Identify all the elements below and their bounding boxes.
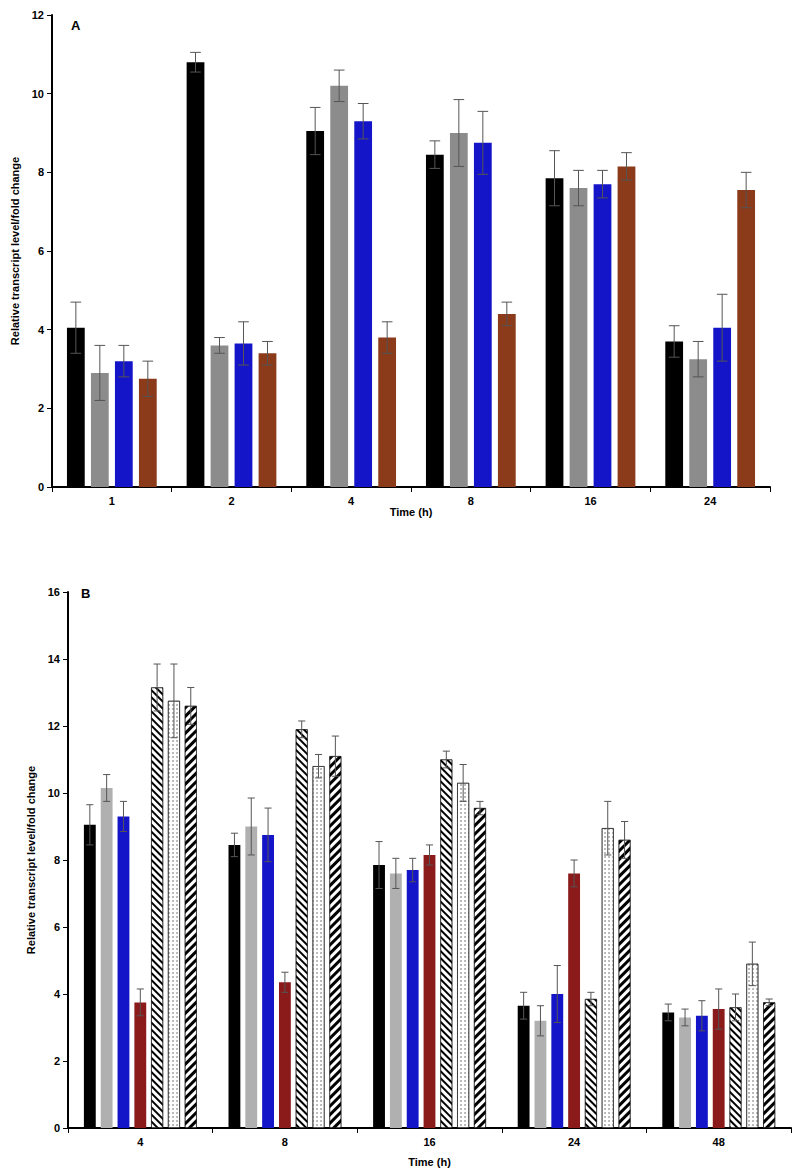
svg-text:1: 1 [109, 495, 115, 507]
svg-text:16: 16 [423, 1136, 435, 1148]
svg-text:Relative transcript level/fold: Relative transcript level/fold change [9, 157, 21, 345]
svg-text:12: 12 [32, 9, 44, 21]
svg-text:8: 8 [38, 166, 44, 178]
svg-text:4: 4 [348, 495, 355, 507]
svg-text:0: 0 [54, 1122, 60, 1134]
svg-text:Time (h): Time (h) [390, 506, 433, 518]
svg-text:0: 0 [38, 481, 44, 493]
svg-text:4: 4 [38, 324, 45, 336]
svg-text:10: 10 [32, 88, 44, 100]
svg-text:6: 6 [38, 245, 44, 257]
svg-text:2: 2 [54, 1055, 60, 1067]
svg-text:2: 2 [38, 402, 44, 414]
svg-text:4: 4 [137, 1136, 144, 1148]
svg-text:24: 24 [568, 1136, 581, 1148]
svg-text:Time (h): Time (h) [408, 1156, 451, 1168]
svg-text:12: 12 [48, 720, 60, 732]
svg-text:16: 16 [584, 495, 596, 507]
svg-text:A: A [71, 18, 81, 33]
svg-text:24: 24 [704, 495, 717, 507]
svg-text:B: B [81, 586, 90, 601]
svg-text:48: 48 [713, 1136, 725, 1148]
svg-text:8: 8 [54, 854, 60, 866]
svg-text:16: 16 [48, 586, 60, 598]
svg-text:10: 10 [48, 787, 60, 799]
svg-text:8: 8 [282, 1136, 288, 1148]
svg-text:14: 14 [48, 653, 61, 665]
svg-text:8: 8 [468, 495, 474, 507]
svg-text:2: 2 [228, 495, 234, 507]
svg-text:Relative transcript level/fold: Relative transcript level/fold change [25, 766, 37, 954]
svg-text:6: 6 [54, 921, 60, 933]
svg-text:4: 4 [54, 988, 61, 1000]
